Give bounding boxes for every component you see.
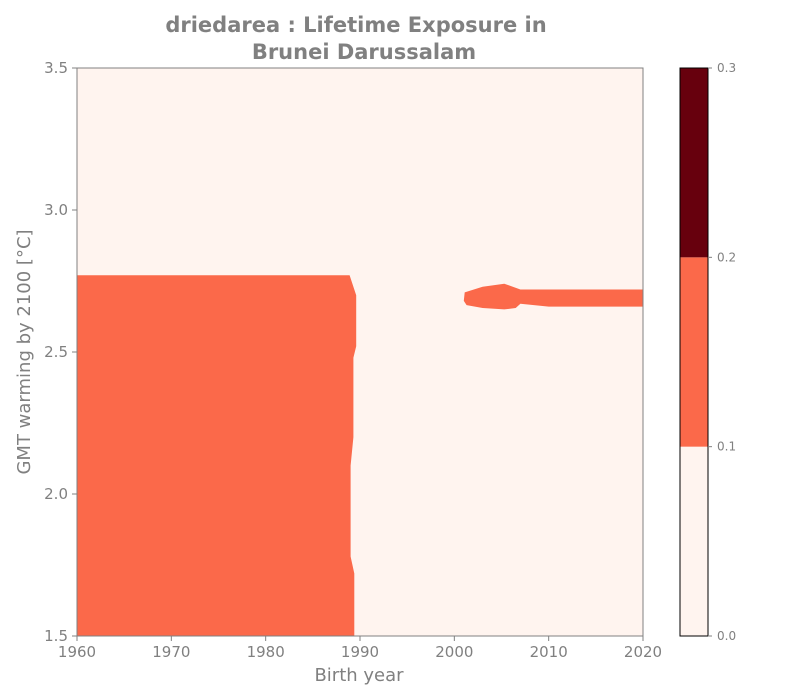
- y-tick-label: 2.0: [44, 485, 68, 503]
- x-tick-label: 2020: [624, 643, 662, 661]
- colorbar-band: [680, 68, 708, 258]
- x-axis-label: Birth year: [314, 665, 404, 686]
- y-tick-label: 3.5: [44, 59, 68, 77]
- chart-title: driedarea : Lifetime Exposure in Brunei …: [165, 13, 546, 64]
- y-axis-label: GMT warming by 2100 [°C]: [14, 229, 35, 474]
- colorbar-tick-label: 0.1: [717, 440, 736, 454]
- x-tick-label: 1970: [152, 643, 190, 661]
- plot-area: [76, 67, 644, 637]
- colorbar-band: [680, 446, 708, 636]
- x-axis: 1960 1970 1980 1990 2000 2010 2020: [58, 636, 662, 661]
- colorbar-tick-label: 0.0: [717, 629, 736, 643]
- y-axis: 1.5 2.0 2.5 3.0 3.5: [44, 59, 77, 645]
- x-tick-label: 1990: [341, 643, 379, 661]
- y-tick-label: 2.5: [44, 343, 68, 361]
- colorbar-frame: [679, 67, 709, 637]
- x-tick-label: 1960: [58, 643, 96, 661]
- y-tick-label: 3.0: [44, 201, 68, 219]
- x-tick-label: 2010: [530, 643, 568, 661]
- chart-title-line-1: driedarea : Lifetime Exposure in: [165, 13, 546, 37]
- exposure-region-early-cohorts: [77, 275, 357, 636]
- x-tick-label: 2000: [435, 643, 473, 661]
- colorbar-tick-label: 0.2: [717, 250, 736, 264]
- colorbar-tick-label: 0.3: [717, 61, 736, 75]
- x-tick-label: 1980: [247, 643, 285, 661]
- colorbar: 0.0 0.1 0.2 0.3: [679, 61, 736, 643]
- exposure-region-recent-cohorts: [461, 283, 643, 310]
- colorbar-band: [680, 257, 708, 447]
- y-tick-label: 1.5: [44, 627, 68, 645]
- chart-title-line-2: Brunei Darussalam: [252, 40, 476, 64]
